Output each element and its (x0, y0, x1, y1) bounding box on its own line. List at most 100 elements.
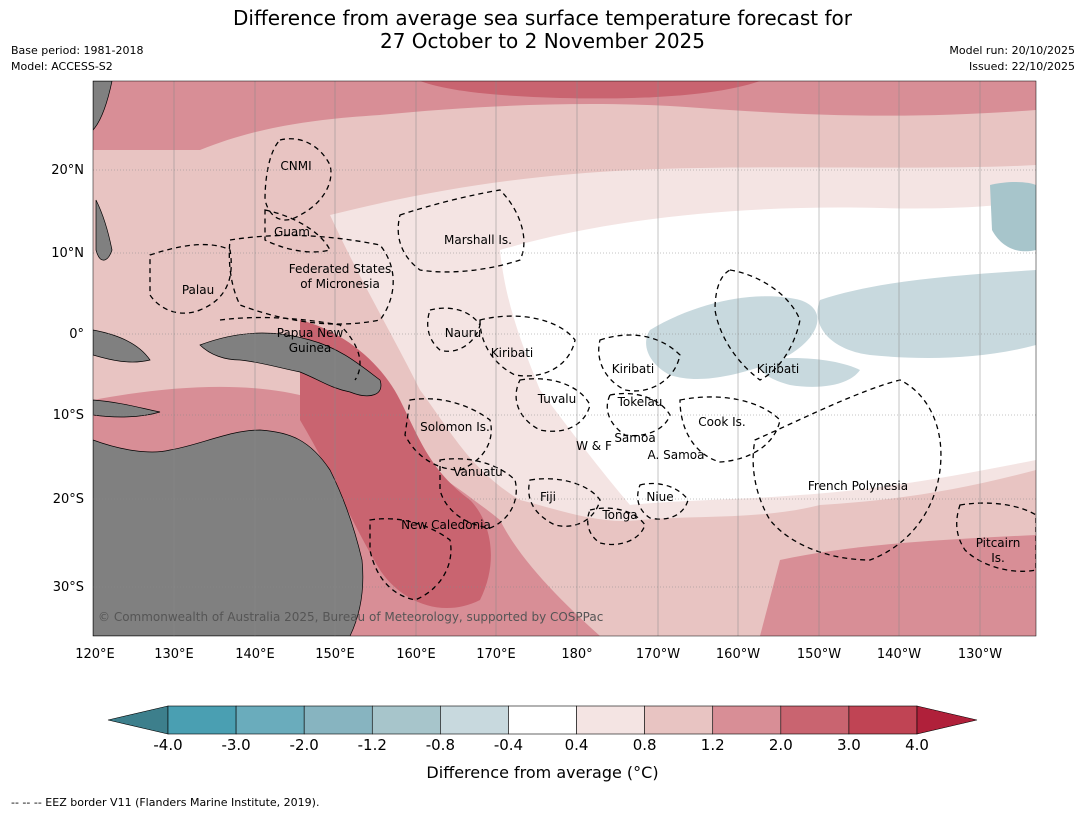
colorbar-tick-label: 3.0 (836, 736, 861, 754)
label-png-1: Papua New (277, 326, 344, 340)
colorbar-segment (371, 705, 441, 735)
label-american-samoa: A. Samoa (648, 448, 705, 462)
model-run: Model run: 20/10/2025 (949, 44, 1075, 57)
colorbar-tick-label: 0.4 (564, 736, 589, 754)
title-line-2: 27 October to 2 November 2025 (379, 29, 706, 53)
lat-label: 10°N (51, 246, 84, 261)
label-tuvalu: Tuvalu (537, 392, 577, 406)
page-title: Difference from average sea surface temp… (0, 7, 1085, 53)
colorbar-tick-label: -1.2 (357, 736, 387, 754)
anomaly-zone-southeast (760, 535, 1036, 636)
colorbar-tick-label: 1.2 (700, 736, 725, 754)
label-png-2: Guinea (289, 341, 332, 355)
label-wallis-futuna: W & F (576, 439, 612, 453)
colorbar-tick-label: -0.8 (425, 736, 455, 754)
lon-label: 170°W (636, 647, 680, 662)
lon-label: 140°E (235, 647, 275, 662)
model-name: Model: ACCESS-S2 (11, 60, 113, 73)
gridlines (93, 81, 1036, 636)
meta-left: Base period: 1981-2018 Model: ACCESS-S2 (11, 43, 143, 75)
longitude-labels: 120°E 130°E 140°E 150°E 160°E 170°E 180°… (75, 647, 1002, 662)
colorbar-segment (235, 705, 305, 735)
colorbar-segment (712, 705, 782, 735)
anomaly-zone-north (93, 81, 1036, 150)
label-nauru: Nauru (445, 326, 481, 340)
label-pitcairn-1: Pitcairn (976, 536, 1021, 550)
indonesia-land (93, 329, 151, 363)
label-palau: Palau (182, 283, 214, 297)
colorbar-segment (848, 705, 918, 735)
label-cnmi: CNMI (280, 159, 311, 173)
label-vanuatu: Vanuatu (453, 465, 503, 479)
lat-label: 20°N (51, 163, 84, 178)
label-samoa: Samoa (614, 431, 655, 445)
colorbar-tick-label: 4.0 (905, 736, 929, 754)
label-fsm-2: of Micronesia (300, 277, 380, 291)
label-new-caledonia: New Caledonia (401, 518, 491, 532)
label-cook-is: Cook Is. (698, 415, 745, 429)
anomaly-zone-cool-1 (646, 296, 818, 380)
eez-borders (149, 138, 1036, 601)
meta-right: Model run: 20/10/2025 Issued: 22/10/2025 (949, 43, 1075, 75)
colorbar-segment (508, 705, 577, 735)
label-kiribati-west: Kiribati (491, 346, 533, 360)
colorbar-segment (167, 705, 237, 735)
map-frame (92, 80, 1037, 637)
australia-land (93, 429, 364, 636)
anomaly-zone-cool-4 (759, 358, 860, 387)
lon-label: 160°E (396, 647, 436, 662)
colorbar-tick-label: -3.0 (221, 736, 251, 754)
colorbar-tick-label: -0.4 (493, 736, 524, 754)
anomaly-zone-cool-3 (990, 181, 1036, 252)
lon-label: 170°E (476, 647, 516, 662)
colorbar-tick-label: 2.0 (768, 736, 793, 754)
anomaly-zone-north-strong (420, 81, 760, 99)
copyright-text: © Commonwealth of Australia 2025, Bureau… (98, 610, 603, 624)
lon-label: 130°E (154, 647, 194, 662)
label-niue: Niue (646, 490, 673, 504)
map-plot-area: CNMI Guam Marshall Is. Federated States … (93, 81, 1036, 636)
label-fsm-1: Federated States (289, 262, 391, 276)
anomaly-zone-cool-2 (817, 270, 1036, 358)
lon-label: 180° (561, 647, 592, 662)
lon-label: 160°W (716, 647, 760, 662)
lon-label: 130°W (958, 647, 1002, 662)
label-kiribati-east: Kiribati (757, 362, 799, 376)
colorbar-segment (780, 705, 850, 735)
lon-label: 150°W (797, 647, 841, 662)
lon-label: 140°W (877, 647, 921, 662)
colorbar-segment (303, 705, 373, 735)
lon-label: 120°E (75, 647, 115, 662)
lat-label: 0° (69, 327, 84, 342)
colorbar-tick-label: -4.0 (153, 736, 183, 754)
label-tonga: Tonga (601, 508, 637, 522)
lon-label: 150°E (315, 647, 355, 662)
label-guam: Guam (274, 225, 310, 239)
colorbar-segment (440, 705, 509, 735)
lat-label: 30°S (53, 580, 84, 595)
label-fiji: Fiji (540, 490, 556, 504)
colorbar-extend-high (916, 705, 978, 735)
label-tokelau: Tokelau (617, 395, 663, 409)
colorbar (107, 705, 978, 735)
label-kiribati-central: Kiribati (612, 362, 654, 376)
footer-note: -- -- -- EEZ border V11 (Flanders Marine… (11, 796, 320, 809)
colorbar-segment (644, 705, 714, 735)
label-marshall-is: Marshall Is. (444, 233, 512, 247)
lat-label: 10°S (53, 408, 84, 423)
lat-label: 20°S (53, 492, 84, 507)
philippines-land (95, 199, 113, 261)
issued-date: Issued: 22/10/2025 (968, 60, 1075, 73)
colorbar-title: Difference from average (°C) (426, 763, 659, 782)
label-pitcairn-2: Is. (991, 551, 1005, 565)
timor-land (93, 399, 161, 418)
colorbar-tick-label: -2.0 (289, 736, 319, 754)
base-period: Base period: 1981-2018 (11, 44, 144, 57)
latitude-labels: 20°N 10°N 0° 10°S 20°S 30°S (51, 163, 84, 595)
label-french-polynesia: French Polynesia (808, 479, 908, 493)
new-guinea-land (199, 332, 382, 397)
colorbar-segment (576, 705, 645, 735)
colorbar-extend-low (107, 705, 169, 735)
title-line-1: Difference from average sea surface temp… (232, 6, 852, 30)
